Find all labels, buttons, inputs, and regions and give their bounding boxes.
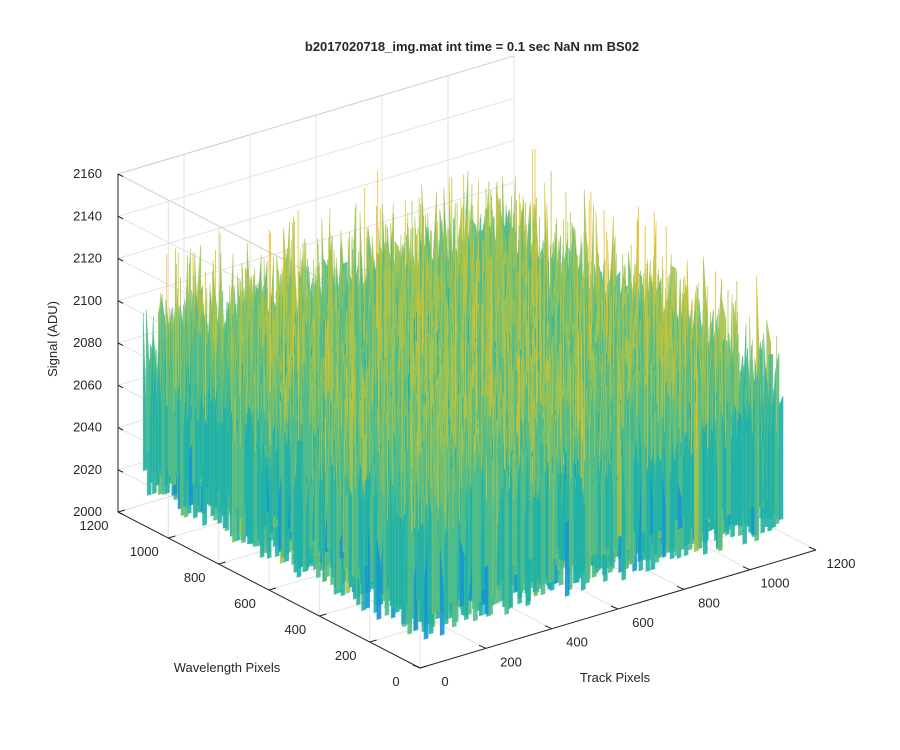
surface-plot — [142, 149, 784, 640]
